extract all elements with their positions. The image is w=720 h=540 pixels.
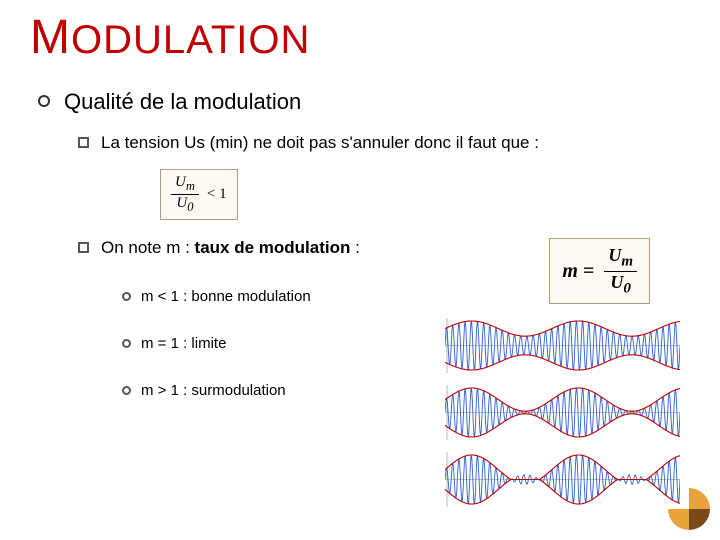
title-rest: ODULATION (71, 18, 310, 62)
l3b-text: m = 1 : limite (141, 335, 226, 352)
formula1-rhs: < 1 (207, 186, 227, 202)
formula2-den: U (610, 272, 623, 292)
l2b-prefix: On note m : (101, 238, 195, 257)
formula1-den-sub: 0 (187, 200, 193, 214)
formula1-den: U (176, 195, 187, 211)
bullet-level2-a: La tension Us (min) ne doit pas s'annule… (78, 133, 690, 153)
hollow-circle-icon (122, 339, 131, 348)
formula2-num-sub: m (621, 254, 633, 270)
page-title: MODULATION (30, 10, 690, 65)
formula-ratio-lt1: Um U0 < 1 (160, 169, 238, 220)
corner-decoration-icon (668, 488, 710, 530)
square-bullet-icon (78, 137, 89, 148)
formula1-num-sub: m (186, 179, 195, 193)
formula-m-definition: m = Um U0 (549, 238, 650, 304)
l3c-text: m > 1 : surmodulation (141, 382, 286, 399)
l2b-text: On note m : taux de modulation : (101, 238, 360, 258)
square-bullet-icon (78, 242, 89, 253)
bullet-level1: Qualité de la modulation (38, 89, 690, 115)
am-wave-over (445, 452, 680, 507)
am-wave-limit (445, 385, 680, 440)
formula2-num: U (608, 245, 621, 265)
l2b-bold: taux de modulation (195, 238, 351, 257)
formula2-lhs: m = (562, 260, 594, 282)
l1-text: Qualité de la modulation (64, 89, 301, 115)
l2a-text: La tension Us (min) ne doit pas s'annule… (101, 133, 539, 153)
am-wave-good (445, 318, 680, 373)
hollow-circle-icon (122, 386, 131, 395)
l3a-text: m < 1 : bonne modulation (141, 288, 311, 305)
l2b-suffix: : (350, 238, 359, 257)
circle-bullet-icon (38, 95, 50, 107)
hollow-circle-icon (122, 292, 131, 301)
formula2-den-sub: 0 (623, 280, 631, 296)
formula1-num: U (175, 174, 186, 190)
